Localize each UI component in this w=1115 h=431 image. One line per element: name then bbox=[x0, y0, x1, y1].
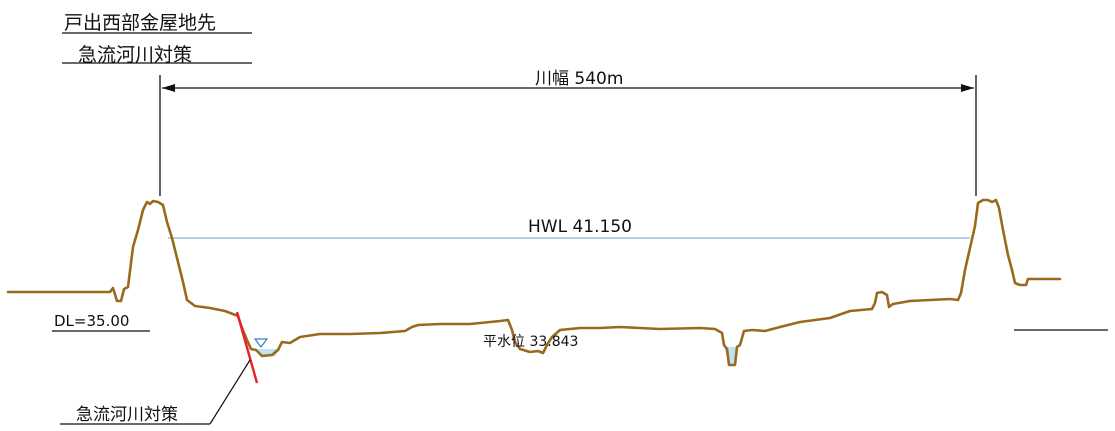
countermeasure-line bbox=[235, 311, 259, 384]
normal-water-level-label: 平水位 33.843 bbox=[483, 334, 579, 350]
ground-profile bbox=[6, 198, 1062, 367]
datum-label: DL=35.00 bbox=[54, 312, 130, 330]
dimension-arrow-left bbox=[162, 84, 175, 92]
river-width-label: 川幅 540m bbox=[535, 69, 624, 89]
dimension-arrow-right bbox=[961, 84, 974, 92]
title-line-2: 急流河川対策 bbox=[78, 44, 193, 66]
title-line-1: 戸出西部金屋地先 bbox=[64, 12, 217, 34]
water-level-marker-icon bbox=[253, 338, 269, 348]
countermeasure-callout-label: 急流河川対策 bbox=[76, 405, 178, 425]
river-width-dimension bbox=[159, 75, 977, 196]
callout-leader bbox=[60, 359, 251, 425]
hwl-label: HWL 41.150 bbox=[528, 217, 632, 237]
